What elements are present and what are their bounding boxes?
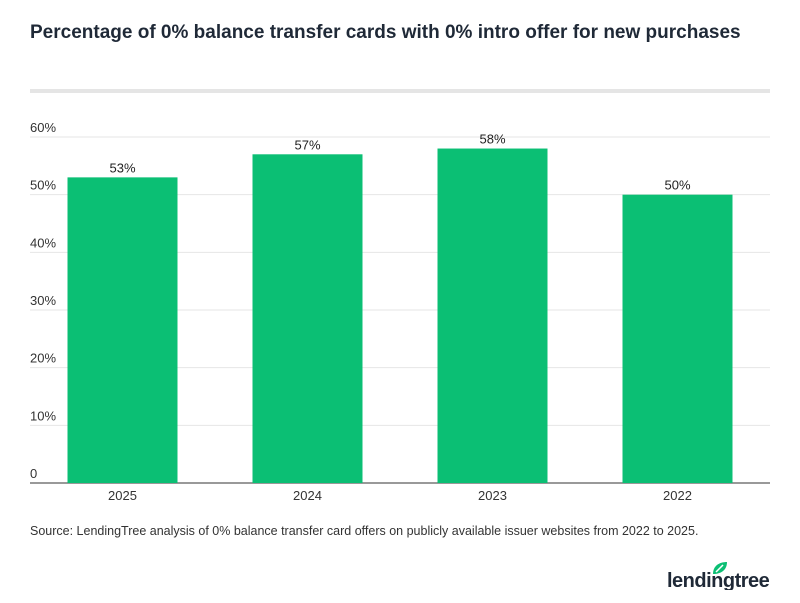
bar-chart: 0 10% 20% 30% 40% 50% 60% 53% 2025 57% 2024 58% 2023…: [30, 120, 770, 503]
x-tick-label: 2024: [293, 488, 322, 503]
x-tick-label: 2022: [663, 488, 692, 503]
y-tick-label: 40%: [30, 235, 56, 250]
x-tick-label: 2025: [108, 488, 137, 503]
x-tick-label: 2023: [478, 488, 507, 503]
y-tick-label: 50%: [30, 178, 56, 193]
source-note: Source: LendingTree analysis of 0% balan…: [30, 524, 699, 538]
y-tick-label: 10%: [30, 408, 56, 423]
y-tick-label: 60%: [30, 120, 56, 135]
title-divider: [30, 89, 770, 93]
y-tick-label: 20%: [30, 351, 56, 366]
y-tick-label: 0: [30, 466, 37, 481]
data-label: 50%: [664, 178, 690, 193]
lendingtree-logo: lendingtree: [667, 560, 777, 595]
bar: [252, 154, 363, 484]
data-label: 58%: [479, 132, 505, 147]
chart-title: Percentage of 0% balance transfer cards …: [30, 22, 741, 43]
data-label: 57%: [294, 137, 320, 152]
bar: [622, 194, 733, 483]
y-tick-label: 30%: [30, 293, 56, 308]
bar: [67, 177, 178, 483]
bar: [437, 148, 548, 484]
svg-text:lendingtree: lendingtree: [667, 570, 770, 590]
leaf-icon: lendingtree: [667, 562, 770, 592]
data-label: 53%: [109, 160, 135, 175]
